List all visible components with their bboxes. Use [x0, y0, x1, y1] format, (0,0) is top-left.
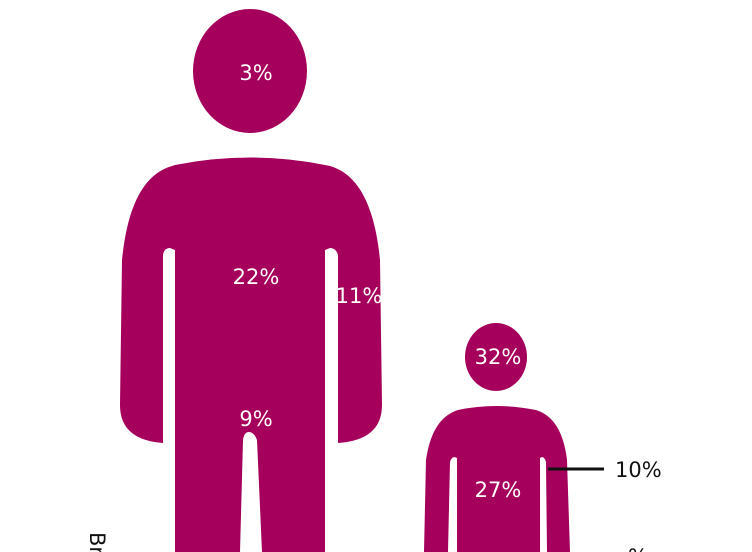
child-body — [424, 406, 570, 552]
adult-figure — [120, 9, 382, 552]
child-head-label: 32% — [475, 345, 522, 369]
adult-trunk-label: 22% — [233, 265, 280, 289]
adult-head — [193, 9, 307, 133]
adult-arm-label: 11% — [336, 284, 383, 308]
child-figure — [424, 323, 570, 552]
child-cut-off-label: % — [628, 545, 648, 552]
adult-body — [120, 157, 382, 552]
adult-leg-label: 9% — [239, 407, 272, 431]
adult-head-label: 3% — [239, 61, 272, 85]
child-arm-label: 10% — [615, 458, 662, 482]
side-caption: Br — [85, 532, 109, 552]
child-head — [465, 323, 527, 391]
child-trunk-label: 27% — [475, 478, 522, 502]
